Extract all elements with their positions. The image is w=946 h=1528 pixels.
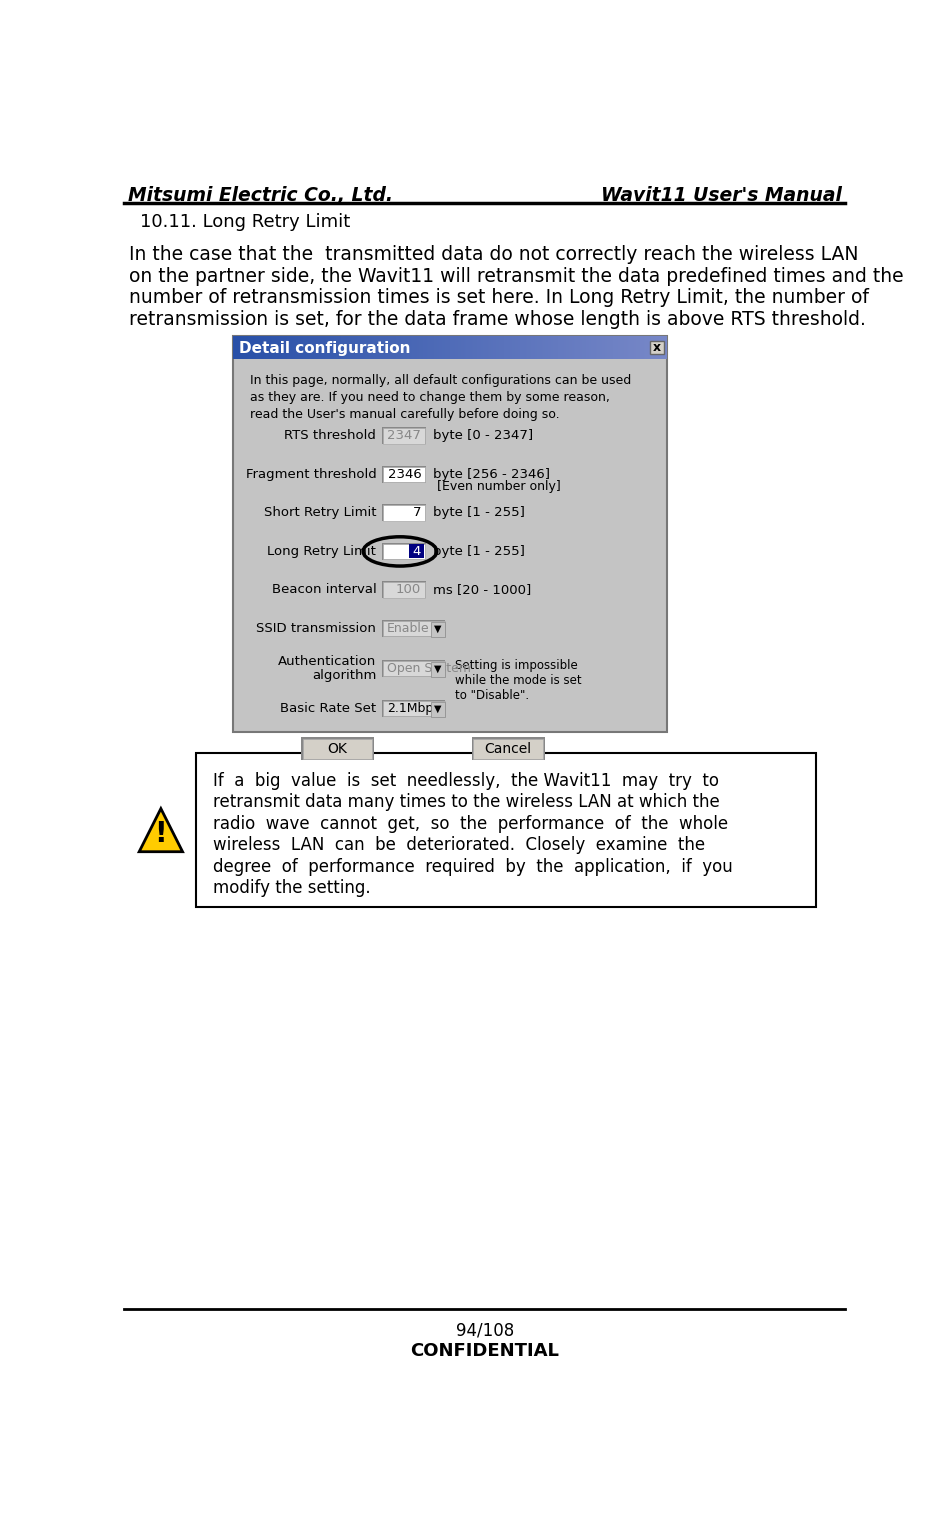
Bar	[382, 660, 446, 677]
Text: Authentication: Authentication	[278, 656, 377, 668]
Text: ▼: ▼	[434, 623, 441, 634]
Text: 100: 100	[396, 584, 421, 596]
Bar	[382, 506, 425, 521]
Text: 10.11. Long Retry Limit: 10.11. Long Retry Limit	[140, 212, 350, 231]
Text: Detail configuration: Detail configuration	[239, 341, 411, 356]
Text: algorithm: algorithm	[312, 669, 377, 681]
Text: !: !	[154, 821, 167, 848]
Bar	[382, 582, 426, 599]
Text: OK: OK	[327, 741, 347, 755]
Text: RTS threshold: RTS threshold	[285, 429, 377, 443]
Text: SSID transmission: SSID transmission	[256, 622, 377, 636]
Text: Long Retry Limit: Long Retry Limit	[268, 545, 377, 558]
Bar	[382, 660, 445, 677]
Bar	[472, 736, 545, 759]
Bar	[382, 466, 426, 483]
Bar	[430, 622, 445, 637]
Text: ms [20 - 1000]: ms [20 - 1000]	[433, 584, 531, 596]
Bar	[473, 738, 543, 758]
Bar	[650, 341, 664, 353]
Text: Beacon interval: Beacon interval	[272, 584, 377, 596]
Bar	[382, 582, 425, 597]
Text: CONFIDENTIAL: CONFIDENTIAL	[411, 1342, 559, 1360]
Text: 2347: 2347	[388, 429, 421, 443]
Text: Open System: Open System	[387, 662, 471, 675]
Bar	[382, 544, 425, 559]
Text: Wavit11 User's Manual: Wavit11 User's Manual	[602, 186, 842, 205]
Bar	[382, 542, 426, 559]
Bar	[382, 466, 425, 483]
Text: x: x	[653, 341, 661, 354]
Bar	[382, 620, 446, 637]
Bar	[430, 662, 445, 677]
Text: wireless  LAN  can  be  deteriorated.  Closely  examine  the: wireless LAN can be deteriorated. Closel…	[213, 836, 705, 854]
Bar	[382, 428, 425, 443]
Polygon shape	[139, 808, 183, 851]
Text: 2346: 2346	[388, 468, 421, 481]
Bar	[301, 736, 374, 759]
Bar	[382, 504, 426, 521]
Text: 2.1Mbps: 2.1Mbps	[387, 701, 440, 715]
Text: 4: 4	[412, 545, 421, 558]
Text: ▼: ▼	[434, 663, 441, 674]
Bar	[430, 703, 445, 717]
Text: retransmission is set, for the data frame whose length is above RTS threshold.: retransmission is set, for the data fram…	[129, 310, 866, 329]
Bar	[196, 753, 815, 908]
Bar	[382, 700, 446, 717]
Text: [Even number only]: [Even number only]	[437, 480, 561, 494]
Text: byte [1 - 255]: byte [1 - 255]	[433, 506, 525, 520]
Bar	[233, 336, 667, 732]
Text: number of retransmission times is set here. In Long Retry Limit, the number of: number of retransmission times is set he…	[129, 289, 869, 307]
Text: degree  of  performance  required  by  the  application,  if  you: degree of performance required by the ap…	[213, 857, 732, 876]
Text: Cancel: Cancel	[484, 741, 532, 755]
Text: byte [1 - 255]: byte [1 - 255]	[433, 545, 525, 558]
Text: In this page, normally, all default configurations can be used
as they are. If y: In this page, normally, all default conf…	[250, 374, 631, 422]
Text: Short Retry Limit: Short Retry Limit	[264, 506, 377, 520]
Bar	[382, 428, 426, 445]
Text: Enable: Enable	[387, 622, 429, 636]
Text: Fragment threshold: Fragment threshold	[246, 468, 377, 481]
Text: 94/108: 94/108	[456, 1322, 514, 1340]
Bar	[382, 620, 445, 636]
Text: 7: 7	[412, 506, 421, 520]
Text: In the case that the  transmitted data do not correctly reach the wireless LAN: In the case that the transmitted data do…	[129, 244, 859, 264]
Text: Mitsumi Electric Co., Ltd.: Mitsumi Electric Co., Ltd.	[128, 186, 393, 205]
Text: modify the setting.: modify the setting.	[213, 880, 371, 897]
Text: If  a  big  value  is  set  needlessly,  the Wavit11  may  try  to: If a big value is set needlessly, the Wa…	[213, 772, 719, 790]
Bar	[409, 544, 425, 558]
Text: on the partner side, the Wavit11 will retransmit the data predefined times and t: on the partner side, the Wavit11 will re…	[129, 266, 903, 286]
Text: Basic Rate Set: Basic Rate Set	[280, 701, 377, 715]
Text: radio  wave  cannot  get,  so  the  performance  of  the  whole: radio wave cannot get, so the performanc…	[213, 814, 727, 833]
Bar	[303, 738, 373, 758]
Text: Setting is impossible
while the mode is set
to "Disable".: Setting is impossible while the mode is …	[455, 659, 582, 703]
Text: byte [256 - 2346]: byte [256 - 2346]	[433, 468, 550, 481]
Text: byte [0 - 2347]: byte [0 - 2347]	[433, 429, 533, 443]
Bar	[382, 701, 445, 717]
Text: ▼: ▼	[434, 703, 441, 714]
Text: retransmit data many times to the wireless LAN at which the: retransmit data many times to the wirele…	[213, 793, 720, 811]
